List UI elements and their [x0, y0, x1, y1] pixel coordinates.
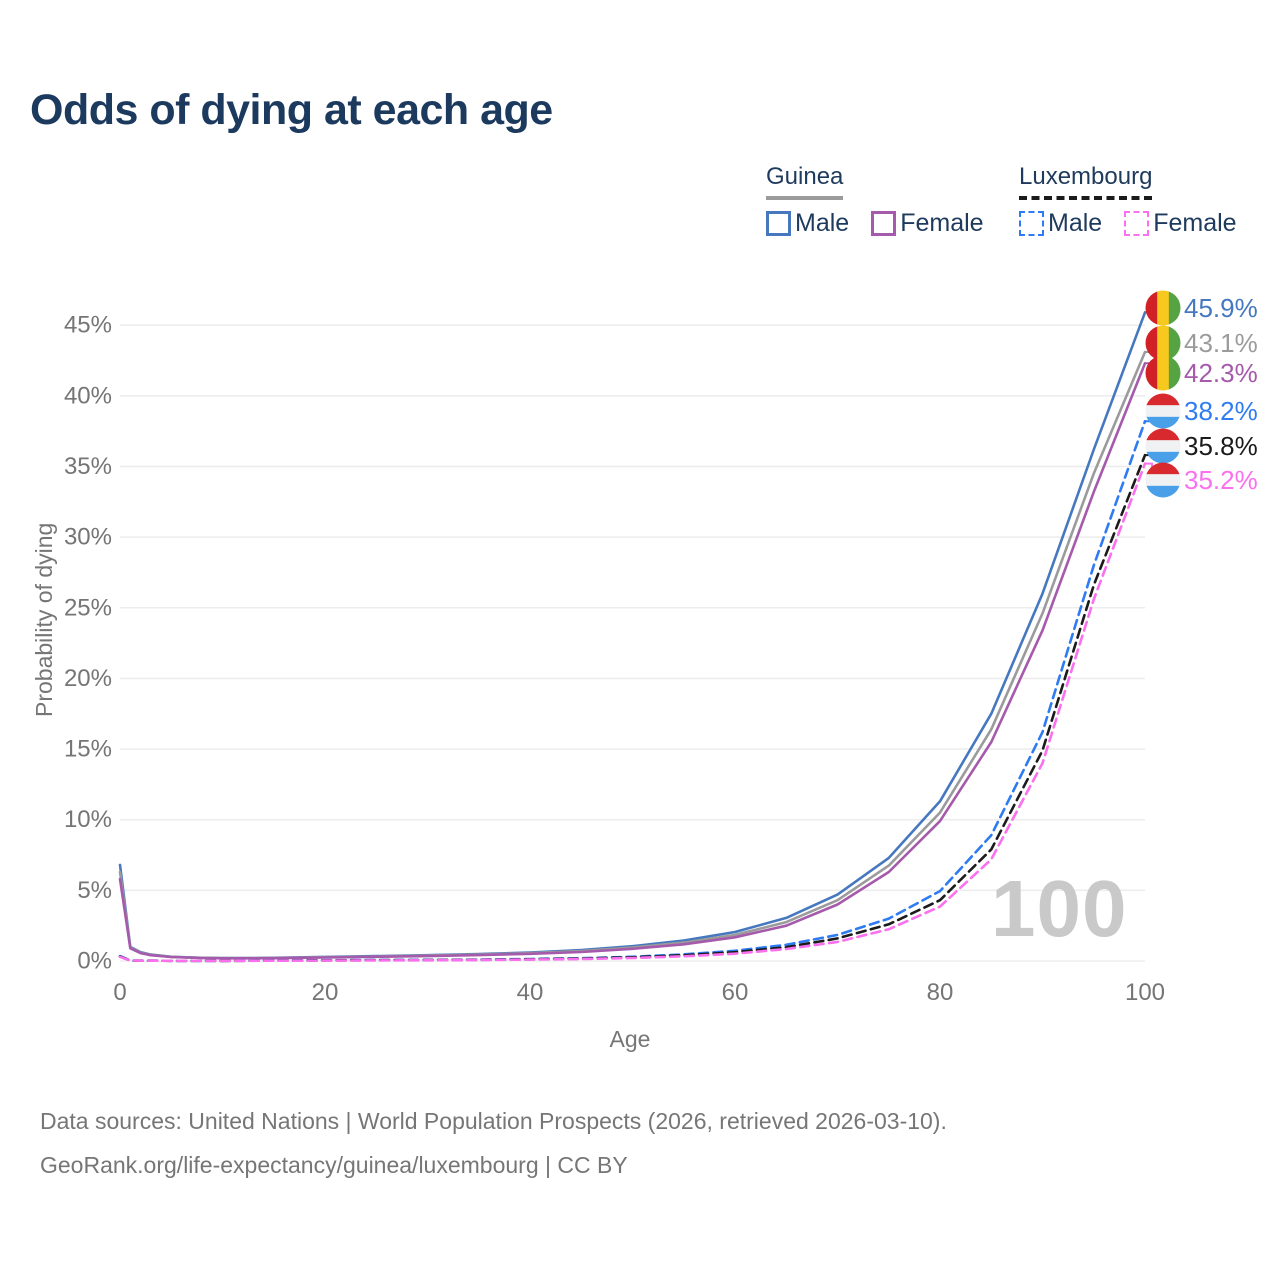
x-tick-20: 20: [312, 979, 339, 1006]
end-label-luxembourg-male: 38.2%: [1184, 396, 1258, 426]
y-tick-5: 5%: [77, 877, 112, 904]
legend-group-guinea: Guinea Male Female: [766, 163, 984, 238]
y-tick-20: 20%: [64, 665, 112, 692]
legend-country-luxembourg[interactable]: Luxembourg: [1019, 163, 1153, 200]
y-tick-10: 10%: [64, 806, 112, 833]
x-tick-0: 0: [113, 979, 126, 1006]
luxembourg-flag-icon: [1145, 393, 1181, 429]
page-title: Odds of dying at each age: [30, 86, 553, 134]
end-label-luxembourg-all: 35.8%: [1184, 431, 1258, 461]
legend-country-guinea[interactable]: Guinea: [766, 163, 844, 200]
legend-label-luxembourg-female[interactable]: Female: [1153, 209, 1237, 237]
end-label-guinea-all: 43.1%: [1184, 328, 1258, 358]
legend-swatch-luxembourg-male[interactable]: [1019, 211, 1044, 236]
x-tick-40: 40: [517, 979, 544, 1006]
y-tick-30: 30%: [64, 524, 112, 551]
y-tick-35: 35%: [64, 453, 112, 480]
y-axis-label: Probability of dying: [31, 522, 57, 717]
legend-group-luxembourg: Luxembourg Male Female: [1019, 163, 1237, 238]
chart-canvas: 0% 5% 10% 15% 20% 25% 30% 35% 40% 45% 0 20 40 60 80 100…: [64, 290, 1258, 1006]
legend-label-luxembourg-male[interactable]: Male: [1048, 209, 1103, 237]
series-line-luxembourg-female: [118, 462, 1147, 963]
x-tick-80: 80: [927, 979, 954, 1006]
legend-label-guinea-female[interactable]: Female: [900, 209, 984, 237]
guinea-flag-icon: [1145, 355, 1181, 391]
y-tick-25: 25%: [64, 594, 112, 621]
data-sources-text: Data sources: United Nations | World Pop…: [40, 1108, 947, 1134]
guinea-flag-icon: [1145, 290, 1181, 326]
end-label-guinea-male: 45.9%: [1184, 293, 1258, 323]
legend-swatch-luxembourg-female[interactable]: [1124, 211, 1150, 236]
series-line-guinea-male: [118, 311, 1147, 960]
legend-label-guinea-male[interactable]: Male: [795, 209, 850, 237]
luxembourg-flag-icon: [1145, 428, 1181, 464]
guinea-flag-icon: [1145, 325, 1181, 361]
x-tick-60: 60: [722, 979, 749, 1006]
luxembourg-flag-icon: [1145, 462, 1181, 498]
series-line-guinea-female: [118, 361, 1147, 960]
y-tick-0: 0%: [77, 948, 112, 975]
y-tick-45: 45%: [64, 312, 112, 339]
age-watermark: 100: [991, 864, 1128, 953]
end-label-guinea-female: 42.3%: [1184, 358, 1258, 388]
legend-swatch-guinea-female[interactable]: [871, 211, 897, 236]
y-tick-40: 40%: [64, 382, 112, 409]
attribution-text: GeoRank.org/life-expectancy/guinea/luxem…: [40, 1152, 628, 1178]
legend-swatch-guinea-male[interactable]: [766, 211, 791, 236]
chart-footer: Data sources: United Nations | World Pop…: [40, 1108, 947, 1196]
end-label-luxembourg-female: 35.2%: [1184, 465, 1258, 495]
y-tick-15: 15%: [64, 736, 112, 763]
x-tick-100: 100: [1125, 979, 1165, 1006]
x-axis-label: Age: [609, 1026, 651, 1052]
